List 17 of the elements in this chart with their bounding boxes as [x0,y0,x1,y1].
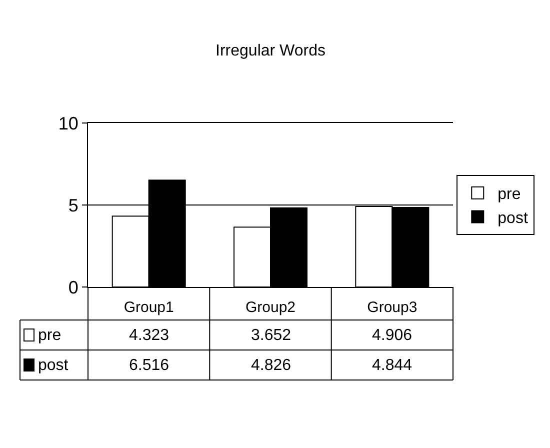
y-tick-label: 0 [68,277,78,298]
text: pre [498,186,521,204]
data-label: 3.652 [251,327,292,344]
data-label: 4.826 [251,357,292,374]
legend-label: post [498,210,528,227]
x-tick-label: Group2 [245,299,296,316]
text: post [38,357,68,374]
legend-label: pre [38,327,62,344]
data-label: 4.906 [372,327,412,344]
y-tick-label: 10 [58,113,78,134]
chart-title: Irregular Words [216,42,326,60]
data-label: 4.844 [372,357,412,374]
y-tick-label: 5 [68,195,78,216]
x-tick-label: Group1 [124,299,174,316]
data-label: 6.516 [129,357,170,374]
x-tick-label: Group3 [367,299,418,316]
data-label: 4.323 [129,327,170,344]
